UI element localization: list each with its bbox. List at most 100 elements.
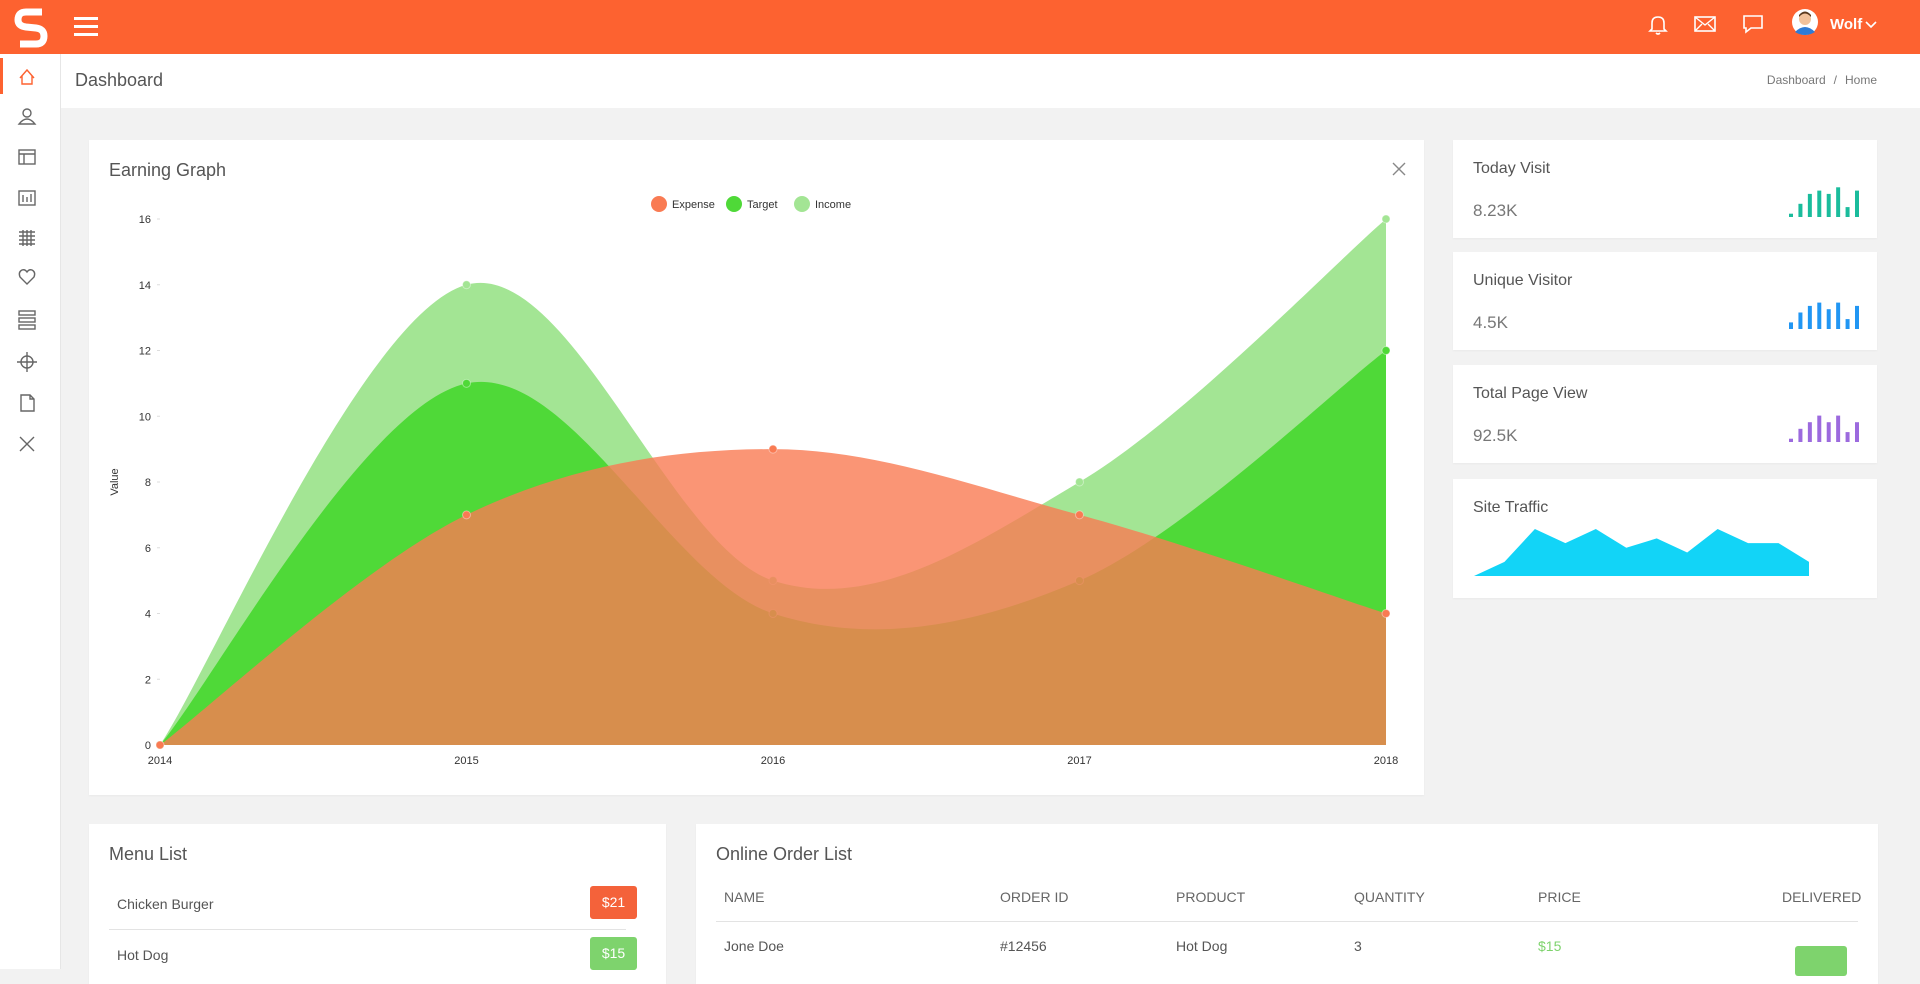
spark-bar (1789, 438, 1793, 442)
y-axis-label: Value (109, 468, 121, 495)
spark-bar (1826, 309, 1831, 329)
nav-charts[interactable] (18, 190, 36, 206)
table-cell: Hot Dog (1176, 938, 1228, 954)
user-caret[interactable] (1865, 20, 1877, 30)
spark-bar (1836, 187, 1841, 217)
user-name[interactable]: Wolf (1830, 16, 1863, 33)
notifications-icon[interactable] (1648, 14, 1668, 36)
spark-bar (1798, 428, 1803, 442)
y-tick-label: 2 (145, 674, 151, 686)
spark-bar (1817, 190, 1822, 217)
stat-title: Site Traffic (1473, 499, 1549, 516)
spark-area (1474, 529, 1809, 576)
x-tick-label: 2015 (454, 755, 478, 767)
column-header: NAME (724, 889, 765, 905)
card-close[interactable] (1392, 162, 1406, 176)
x-tick-label: 2016 (761, 755, 785, 767)
spark-bar (1845, 207, 1850, 217)
breadcrumb-item[interactable]: Dashboard (1766, 73, 1826, 87)
y-tick-label: 12 (139, 346, 151, 358)
sidebar (0, 54, 61, 969)
nav-close[interactable] (19, 436, 35, 452)
spark-bar (1826, 193, 1831, 217)
y-tick-label: 14 (139, 280, 151, 292)
spark-bar (1855, 190, 1859, 217)
legend-label: Target (747, 199, 778, 211)
price-badge: $15 (590, 937, 637, 970)
sparkline (1789, 302, 1859, 329)
nav-grid[interactable] (19, 230, 35, 246)
menu-item-name: Chicken Burger (117, 896, 214, 912)
legend: Expense Target Income (651, 196, 851, 212)
breadcrumb: Dashboard / Home (1767, 73, 1877, 87)
page-header: Dashboard Dashboard / Home (61, 54, 1920, 108)
y-tick-label: 4 (145, 609, 151, 621)
y-tick-label: 8 (145, 477, 151, 489)
nav-user[interactable] (17, 108, 37, 125)
menu-item-name: Hot Dog (117, 947, 169, 963)
logo[interactable] (14, 4, 48, 50)
page-title: Dashboard (75, 70, 164, 90)
spark-bar (1826, 422, 1831, 442)
spark-bar (1807, 305, 1812, 329)
nav-favorites[interactable] (18, 269, 36, 285)
spark-bar (1817, 415, 1822, 442)
y-tick-label: 16 (139, 214, 151, 226)
divider (716, 921, 1858, 922)
spark-bar (1789, 322, 1793, 329)
active-indicator (0, 58, 3, 94)
table-cell: 3 (1354, 938, 1362, 954)
sidebar-icons (0, 58, 37, 452)
data-point (1075, 477, 1084, 487)
order-list-card: Online Order List NAME ORDER ID PRODUCT QUA… (696, 824, 1878, 984)
stat-value: 8.23K (1473, 201, 1518, 220)
x-tick-label: 2018 (1374, 755, 1398, 767)
stat-value: 4.5K (1473, 313, 1508, 332)
data-point (1381, 214, 1391, 224)
spark-bar (1807, 422, 1812, 442)
y-tick-label: 6 (145, 543, 151, 555)
divider (109, 929, 626, 930)
legend-marker (726, 196, 742, 212)
data-point (462, 378, 471, 388)
column-header: QUANTITY (1354, 889, 1425, 905)
data-point (1381, 346, 1391, 355)
stat-value: 92.5K (1473, 426, 1518, 445)
sparkline (1789, 415, 1859, 442)
table-cell: $15 (1538, 938, 1562, 954)
stat-title: Today Visit (1473, 160, 1551, 177)
spark-bar (1798, 203, 1803, 217)
nav-home[interactable] (19, 68, 35, 85)
stat-card: Unique Visitor 4.5K (1453, 252, 1877, 350)
data-point (462, 280, 471, 290)
nav-layout[interactable] (18, 149, 36, 165)
spark-bar (1807, 193, 1812, 217)
stat-card: Site Traffic (1453, 479, 1877, 598)
nav-list[interactable] (18, 310, 36, 330)
data-point (462, 510, 471, 520)
spark-bar (1836, 302, 1841, 329)
data-point (1075, 510, 1084, 520)
breadcrumb-separator: / (1833, 73, 1837, 87)
stat-title: Unique Visitor (1473, 272, 1573, 289)
stat-card: Today Visit 8.23K (1453, 140, 1877, 238)
menu-toggle[interactable] (74, 16, 98, 38)
nav-target[interactable] (17, 352, 37, 372)
stat-title: Total Page View (1473, 385, 1588, 402)
column-header: PRICE (1538, 889, 1581, 905)
avatar[interactable] (1791, 8, 1819, 36)
spark-bar (1789, 213, 1793, 217)
x-tick-label: 2014 (148, 755, 172, 767)
column-header: PRODUCT (1176, 889, 1246, 905)
y-tick-label: 0 (145, 740, 151, 752)
nav-pages[interactable] (20, 394, 35, 412)
column-header: ORDER ID (1000, 889, 1069, 905)
price-badge: $21 (590, 886, 637, 919)
chat-icon[interactable] (1742, 14, 1764, 34)
data-point (768, 444, 778, 454)
card-title: Online Order List (716, 844, 853, 864)
mail-icon[interactable] (1694, 15, 1716, 33)
spark-bar (1836, 415, 1841, 442)
